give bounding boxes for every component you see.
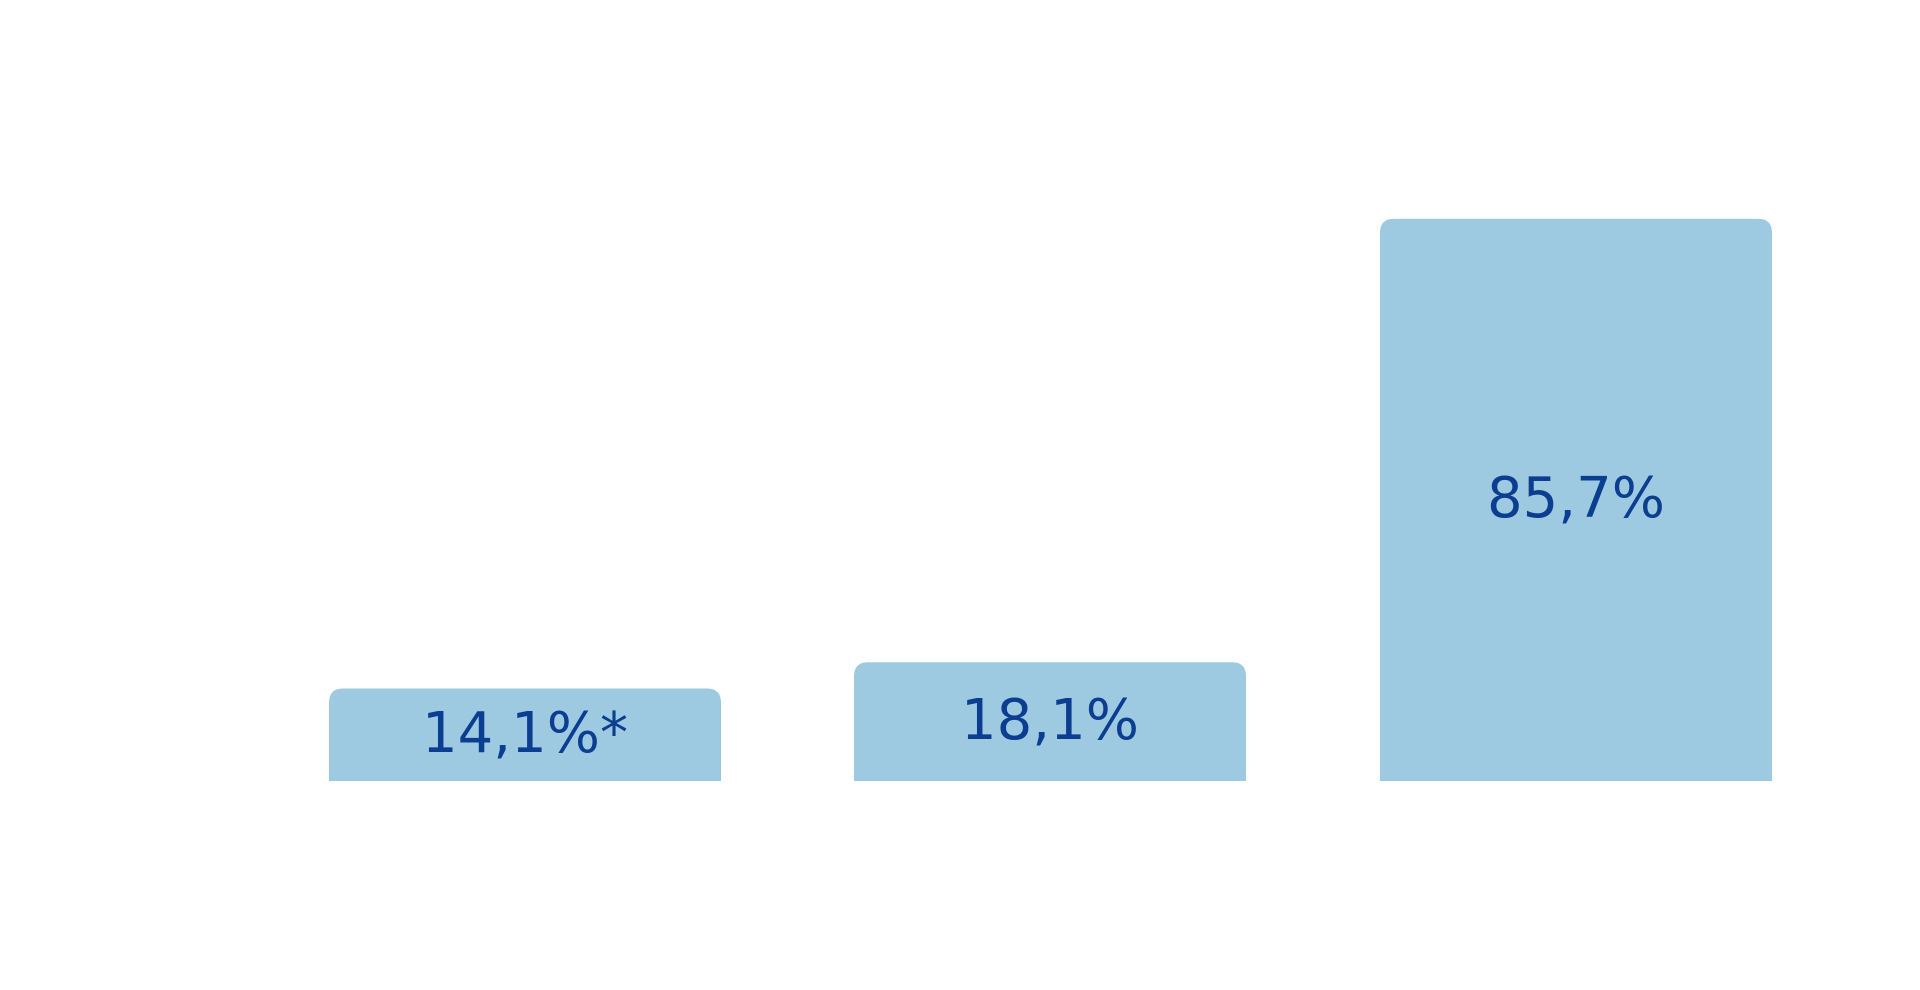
bar-value-label-3: 85,7% (1487, 466, 1665, 531)
bar-labels-group: 14,1%* 18,1% 85,7% (422, 466, 1665, 766)
bar-2 (854, 662, 1246, 781)
bar-1 (329, 688, 721, 781)
bar-value-label-1: 14,1%* (422, 701, 628, 766)
bars-group (329, 218, 1772, 782)
bar-value-label-2: 18,1% (961, 688, 1139, 753)
bar-3 (1380, 218, 1772, 782)
